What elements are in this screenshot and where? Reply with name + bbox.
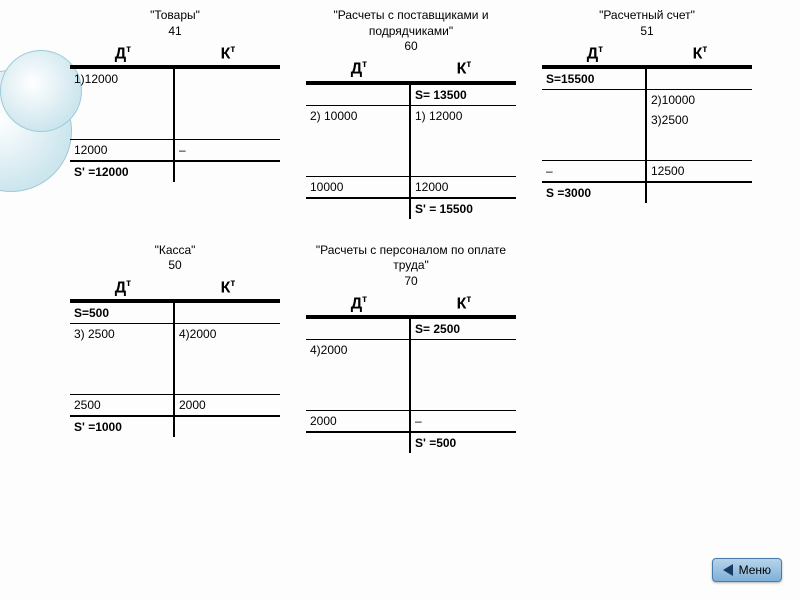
entry-debit bbox=[542, 110, 645, 130]
t-account: "Расчеты с поставщиками и подрядчиками"6… bbox=[306, 8, 516, 219]
account-number: 41 bbox=[70, 24, 280, 38]
account-title: "Касса" bbox=[70, 243, 280, 259]
entry-debit: 1)12000 bbox=[70, 69, 173, 89]
dk-header: ДтКт bbox=[306, 290, 516, 317]
entry-credit: 1) 12000 bbox=[411, 106, 516, 126]
entry-credit: 2)10000 bbox=[647, 90, 752, 110]
entries: 4)2000 bbox=[306, 340, 516, 410]
account-title: "Расчеты с персоналом по оплате труда" bbox=[306, 243, 516, 274]
t-account: "Товары"41 ДтКт1)12000 12000–S' =12000 bbox=[70, 8, 280, 219]
account-title: "Расчетный счет" bbox=[542, 8, 752, 24]
entry-debit bbox=[542, 90, 645, 110]
account-title: "Расчеты с поставщиками и подрядчиками" bbox=[306, 8, 516, 39]
account-number: 51 bbox=[542, 24, 752, 38]
entry-credit bbox=[411, 340, 516, 360]
entry-debit: 2) 10000 bbox=[306, 106, 409, 126]
closing-balance: S' = 15500 bbox=[306, 199, 516, 219]
turnover: –12500 bbox=[542, 161, 752, 181]
dk-header: ДтКт bbox=[70, 274, 280, 301]
opening-balance: S=500 bbox=[70, 303, 280, 323]
dk-header: ДтКт bbox=[306, 55, 516, 82]
turnover: 25002000 bbox=[70, 395, 280, 415]
entry-debit: 3) 2500 bbox=[70, 324, 173, 344]
menu-button[interactable]: Меню bbox=[712, 558, 782, 582]
entry-credit: 4)2000 bbox=[175, 324, 280, 344]
account-title: "Товары" bbox=[70, 8, 280, 24]
entry-debit: 4)2000 bbox=[306, 340, 409, 360]
opening-balance: S=15500 bbox=[542, 69, 752, 89]
closing-balance: S' =1000 bbox=[70, 417, 280, 437]
closing-balance: S' =500 bbox=[306, 433, 516, 453]
t-account: "Расчеты с персоналом по оплате труда"70… bbox=[306, 243, 516, 454]
account-number: 70 bbox=[306, 274, 516, 288]
entry-credit: 3)2500 bbox=[647, 110, 752, 130]
t-account: "Расчетный счет"51 ДтКтS=15500 2)100003)2… bbox=[542, 8, 752, 219]
closing-balance: S =3000 bbox=[542, 183, 752, 203]
accounts-grid: "Товары"41ДтКт1)12000 12000–S' =12000"Ра… bbox=[70, 8, 780, 477]
turnover: 12000– bbox=[70, 140, 280, 160]
account-number: 60 bbox=[306, 39, 516, 53]
dk-header: ДтКт bbox=[542, 40, 752, 67]
entries: 2)100003)2500 bbox=[542, 90, 752, 160]
entries: 2) 100001) 12000 bbox=[306, 106, 516, 176]
closing-balance: S' =12000 bbox=[70, 162, 280, 182]
t-account: "Касса"50ДтКтS=5003) 25004)200025002000S… bbox=[70, 243, 280, 454]
arrow-left-icon bbox=[723, 564, 733, 576]
entry-credit bbox=[175, 69, 280, 89]
opening-balance: S= 2500 bbox=[306, 319, 516, 339]
opening-balance: S= 13500 bbox=[306, 85, 516, 105]
menu-label: Меню bbox=[739, 563, 771, 577]
turnover: 2000– bbox=[306, 411, 516, 431]
account-number: 50 bbox=[70, 258, 280, 272]
turnover: 1000012000 bbox=[306, 177, 516, 197]
entries: 1)12000 bbox=[70, 69, 280, 139]
dk-header: ДтКт bbox=[70, 40, 280, 67]
entries: 3) 25004)2000 bbox=[70, 324, 280, 394]
decorative-rings bbox=[0, 60, 80, 200]
